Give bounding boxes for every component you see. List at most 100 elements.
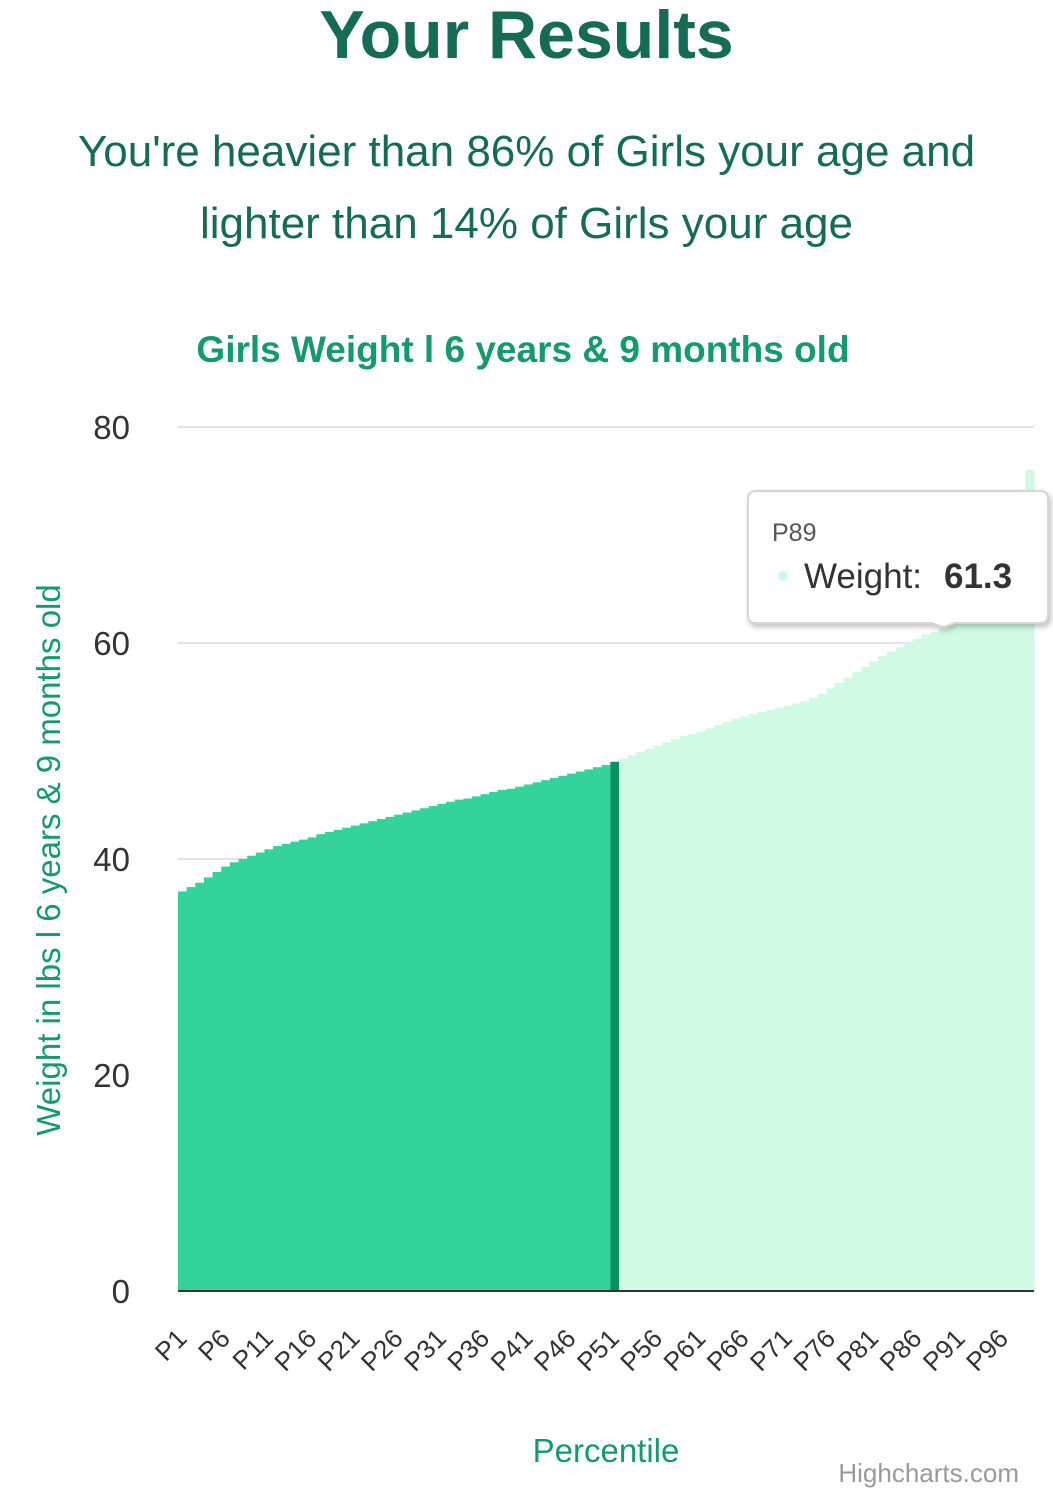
bar[interactable]	[221, 866, 231, 1291]
bar[interactable]	[454, 799, 464, 1291]
bar[interactable]	[765, 709, 776, 1291]
bar[interactable]	[307, 837, 317, 1291]
bar[interactable]	[281, 843, 292, 1291]
bar[interactable]	[411, 810, 421, 1291]
bar[interactable]	[290, 841, 300, 1291]
bar[interactable]	[394, 814, 404, 1291]
bar[interactable]	[938, 628, 949, 1291]
bar[interactable]	[229, 862, 240, 1291]
bar[interactable]	[463, 798, 473, 1291]
bar[interactable]	[757, 712, 767, 1291]
bar[interactable]	[549, 778, 560, 1291]
bar[interactable]	[843, 677, 854, 1291]
bar[interactable]	[930, 632, 940, 1291]
bar[interactable]	[333, 829, 343, 1291]
bar[interactable]	[515, 786, 525, 1291]
bar[interactable]	[740, 716, 750, 1291]
bar-current-percentile[interactable]	[610, 761, 619, 1291]
bar[interactable]	[895, 647, 905, 1291]
bar[interactable]	[506, 788, 516, 1291]
bar[interactable]	[947, 623, 957, 1291]
bar[interactable]	[273, 846, 283, 1291]
bar[interactable]	[558, 775, 568, 1291]
bar[interactable]	[783, 705, 793, 1291]
bar[interactable]	[973, 597, 983, 1291]
bar[interactable]	[653, 745, 663, 1291]
bar[interactable]	[324, 832, 335, 1291]
bar[interactable]	[800, 701, 810, 1291]
bar[interactable]	[446, 801, 456, 1291]
bar[interactable]	[696, 731, 707, 1291]
bar[interactable]	[861, 666, 871, 1291]
bar[interactable]	[255, 852, 266, 1291]
bar[interactable]	[748, 714, 758, 1291]
bar[interactable]	[480, 794, 490, 1291]
bar[interactable]	[203, 877, 214, 1291]
bar[interactable]	[428, 806, 438, 1291]
bar[interactable]	[990, 572, 1001, 1291]
bar[interactable]	[368, 821, 378, 1291]
bar[interactable]	[376, 819, 387, 1291]
bar[interactable]	[636, 752, 646, 1291]
bar[interactable]	[722, 721, 732, 1291]
bar[interactable]	[791, 703, 802, 1291]
bar[interactable]	[593, 767, 603, 1291]
bar[interactable]	[869, 661, 879, 1291]
bar[interactable]	[1025, 470, 1035, 1291]
bar[interactable]	[359, 823, 369, 1291]
bar[interactable]	[437, 803, 447, 1291]
bar[interactable]	[921, 634, 931, 1291]
bar[interactable]	[186, 887, 196, 1291]
bar[interactable]	[316, 834, 326, 1291]
bar[interactable]	[662, 742, 672, 1291]
bar[interactable]	[670, 739, 681, 1291]
bar[interactable]	[644, 748, 655, 1291]
bar[interactable]	[999, 556, 1009, 1291]
bar[interactable]	[964, 607, 975, 1291]
bar[interactable]	[705, 728, 715, 1291]
bar[interactable]	[471, 796, 482, 1291]
bar[interactable]	[679, 735, 689, 1291]
bar[interactable]	[912, 638, 923, 1291]
bar[interactable]	[178, 891, 188, 1291]
bar[interactable]	[627, 755, 637, 1291]
bar[interactable]	[195, 882, 205, 1291]
bar[interactable]	[904, 643, 914, 1291]
bar[interactable]	[584, 769, 594, 1291]
bar[interactable]	[342, 827, 352, 1291]
bar[interactable]	[1016, 510, 1026, 1291]
bar[interactable]	[618, 758, 629, 1291]
bar[interactable]	[774, 707, 784, 1291]
bar[interactable]	[688, 733, 698, 1291]
bar[interactable]	[878, 655, 888, 1291]
bar[interactable]	[299, 839, 309, 1291]
bar[interactable]	[420, 808, 430, 1291]
bar[interactable]	[402, 812, 413, 1291]
bar[interactable]	[247, 855, 257, 1291]
bar[interactable]	[567, 773, 577, 1291]
bar[interactable]	[350, 825, 361, 1291]
bar[interactable]	[264, 849, 274, 1291]
bar[interactable]	[817, 693, 828, 1291]
bar[interactable]	[212, 871, 222, 1291]
bar[interactable]	[541, 780, 551, 1291]
bar[interactable]	[852, 672, 862, 1291]
bar[interactable]	[835, 682, 845, 1291]
highcharts-credit[interactable]: Highcharts.com	[838, 1458, 1019, 1488]
bar[interactable]	[523, 784, 534, 1291]
bar[interactable]	[956, 616, 966, 1291]
bar[interactable]	[887, 651, 897, 1291]
bar[interactable]	[497, 789, 508, 1291]
bar[interactable]	[982, 585, 992, 1291]
bar[interactable]	[731, 718, 741, 1291]
bar[interactable]	[826, 688, 836, 1291]
bar[interactable]	[1008, 537, 1018, 1291]
bar[interactable]	[601, 765, 611, 1291]
bar[interactable]	[714, 725, 724, 1291]
bar[interactable]	[238, 859, 248, 1291]
bar[interactable]	[385, 816, 395, 1291]
bar[interactable]	[809, 698, 819, 1291]
bar[interactable]	[575, 771, 585, 1291]
bar[interactable]	[489, 792, 499, 1291]
bar[interactable]	[532, 782, 542, 1291]
